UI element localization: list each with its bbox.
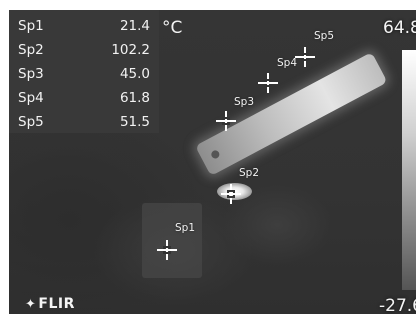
spot-marker-sp4[interactable] — [258, 73, 278, 93]
measurement-row: Sp3 45.0 — [9, 65, 159, 87]
measurement-label: Sp4 — [18, 90, 44, 106]
measurement-value: 45.0 — [119, 66, 150, 82]
measurement-row: Sp2 102.2 — [9, 41, 159, 63]
measurement-label: Sp5 — [18, 114, 44, 130]
logo-text: FLIR — [38, 296, 75, 312]
measurement-row: Sp1 21.4 — [9, 17, 159, 39]
spot-label-sp1: Sp1 — [175, 222, 196, 234]
spot-label-sp5: Sp5 — [314, 30, 335, 42]
hotspot-blob — [217, 183, 252, 200]
measurement-label: Sp1 — [18, 18, 44, 34]
bar-hole — [209, 149, 221, 160]
measurement-value: 51.5 — [119, 114, 150, 130]
spot-marker-sp5[interactable] — [295, 47, 315, 67]
spot-marker-sp2[interactable] — [221, 184, 241, 204]
spot-label-sp3: Sp3 — [234, 96, 255, 108]
measurement-panel: Sp1 21.4 Sp2 102.2 Sp3 45.0 Sp4 61.8 Sp5… — [9, 10, 159, 133]
measurement-value: 21.4 — [119, 18, 150, 34]
measurement-label: Sp3 — [18, 66, 44, 82]
measurement-value: 102.2 — [111, 42, 150, 58]
measurement-label: Sp2 — [18, 42, 44, 58]
spot-label-sp2: Sp2 — [239, 167, 260, 179]
measurement-value: 61.8 — [119, 90, 150, 106]
thermal-image: Sp1 21.4 Sp2 102.2 Sp3 45.0 Sp4 61.8 Sp5… — [9, 10, 416, 314]
scale-min-value: -27.6 — [379, 296, 416, 314]
measurement-row: Sp5 51.5 — [9, 113, 159, 135]
spot-marker-sp3[interactable] — [216, 111, 236, 131]
flir-logo-icon: ✦ — [25, 297, 37, 312]
measurement-row: Sp4 61.8 — [9, 89, 159, 111]
flir-logo: ✦ FLIR — [25, 296, 75, 312]
spot-label-sp4: Sp4 — [277, 57, 298, 69]
spot-marker-sp1[interactable] — [157, 240, 177, 260]
temperature-unit: °C — [162, 18, 183, 38]
temperature-scale-bar — [402, 50, 416, 290]
scale-max-value: 64.8 — [383, 18, 416, 38]
object-block — [142, 203, 202, 278]
